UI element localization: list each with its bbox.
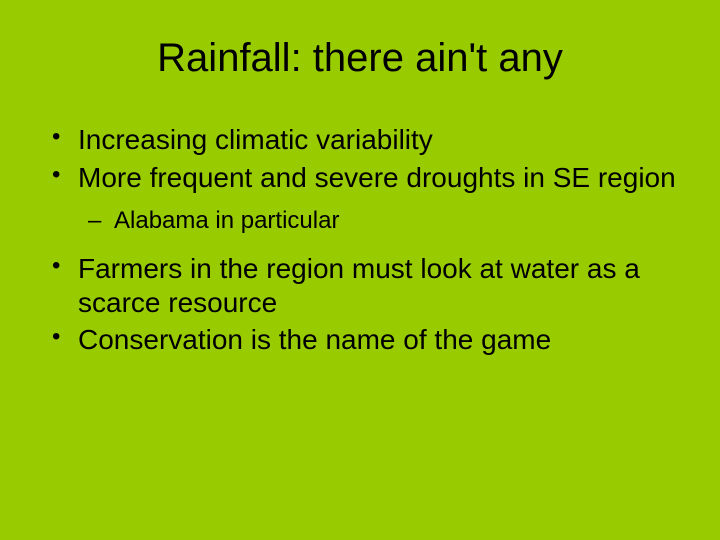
bullet-item: Conservation is the name of the game xyxy=(40,323,680,357)
sub-bullet-item: Alabama in particular xyxy=(40,206,680,236)
bullet-item: Increasing climatic variability xyxy=(40,123,680,157)
bullet-list: Increasing climatic variability More fre… xyxy=(40,123,680,357)
bullet-item: More frequent and severe droughts in SE … xyxy=(40,161,680,195)
bullet-item: Farmers in the region must look at water… xyxy=(40,252,680,319)
slide-container: Rainfall: there ain't any Increasing cli… xyxy=(0,0,720,540)
slide-title: Rainfall: there ain't any xyxy=(40,36,680,81)
